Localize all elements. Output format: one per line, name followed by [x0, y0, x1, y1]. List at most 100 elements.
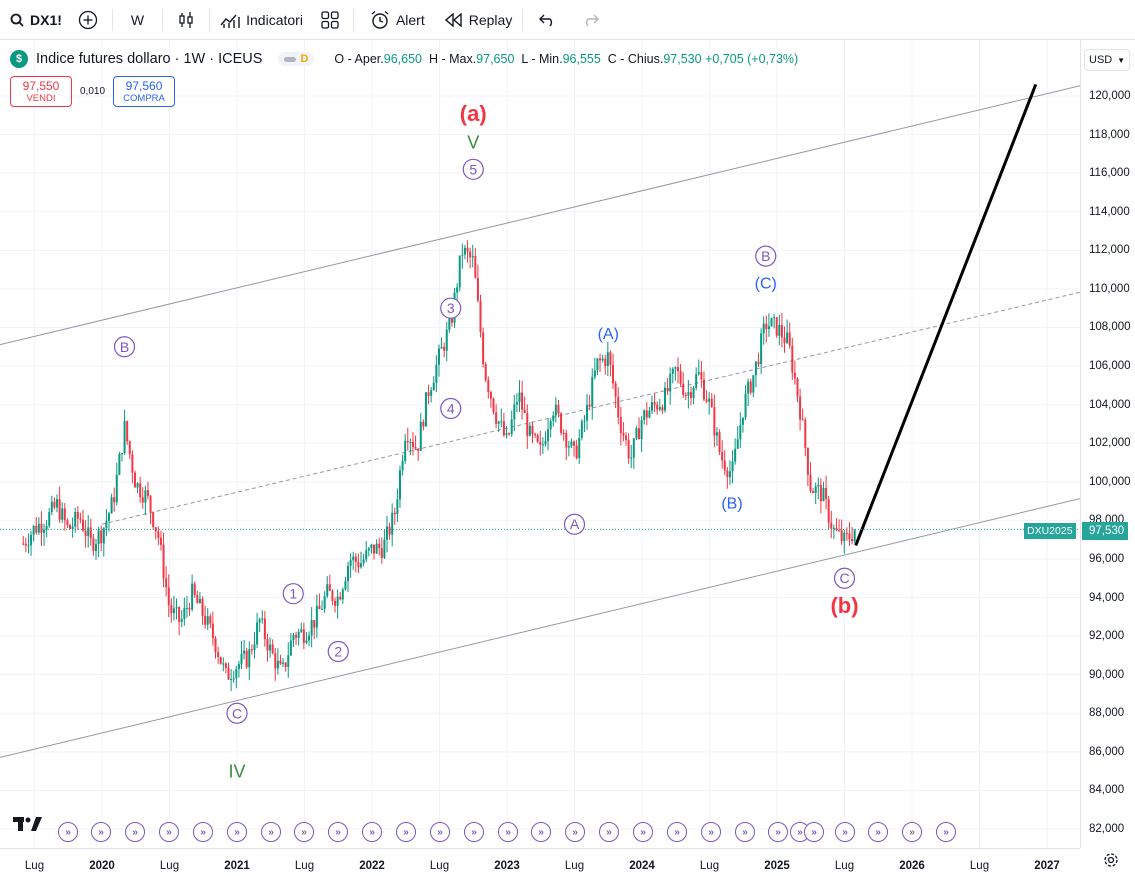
wave-label-(a)[interactable]: (a): [460, 101, 487, 126]
economic-event-icon[interactable]: »: [362, 822, 382, 842]
wave-label-A[interactable]: A: [570, 516, 580, 532]
trend-line-projection[interactable]: [854, 83, 1038, 546]
candle-body: [700, 372, 703, 380]
wave-label-B[interactable]: B: [120, 339, 129, 355]
price-tick-label: 120,000: [1089, 90, 1131, 102]
wave-label-(A)[interactable]: (A): [598, 326, 619, 343]
compare-button[interactable]: [78, 0, 112, 40]
symbol-search-button[interactable]: DX1!: [0, 0, 78, 40]
economic-event-icon[interactable]: »: [464, 822, 484, 842]
economic-event-icon[interactable]: »: [565, 822, 585, 842]
economic-event-icon[interactable]: »: [667, 822, 687, 842]
economic-event-icon[interactable]: »: [701, 822, 721, 842]
wave-label-(C)[interactable]: (C): [755, 276, 777, 293]
wave-label-C[interactable]: C: [232, 705, 242, 721]
wave-label-IV[interactable]: IV: [228, 761, 245, 781]
candle-body: [175, 607, 178, 609]
economic-event-icon[interactable]: »: [294, 822, 314, 842]
undo-button[interactable]: [523, 0, 569, 40]
economic-event-icon[interactable]: »: [804, 822, 824, 842]
redo-button[interactable]: [569, 0, 611, 40]
wave-label-2[interactable]: 2: [334, 644, 342, 660]
economic-event-icon[interactable]: »: [633, 822, 653, 842]
wave-label-circle[interactable]: [833, 567, 856, 589]
delayed-data-badge[interactable]: D: [278, 52, 315, 66]
candle-body: [235, 669, 238, 679]
low-value: 96,555: [562, 52, 601, 66]
legend-title[interactable]: Indice futures dollaro · 1W · ICEUS: [36, 51, 263, 67]
wave-label-circle[interactable]: [755, 245, 777, 267]
wave-label-circle[interactable]: [113, 336, 136, 358]
candle-body: [243, 650, 246, 654]
wave-label-circle[interactable]: [462, 158, 484, 180]
economic-event-icon[interactable]: »: [835, 822, 855, 842]
candle-body: [266, 638, 269, 651]
economic-event-icon[interactable]: »: [125, 822, 145, 842]
indicators-button[interactable]: Indicatori: [210, 0, 313, 40]
replay-button[interactable]: Replay: [435, 0, 523, 40]
economic-event-icon[interactable]: »: [430, 822, 450, 842]
wave-label-V[interactable]: V: [467, 133, 479, 153]
price-chart[interactable]: B C IV 1 2 3 4 5 V (a) (A) A (B) B (C) C (b): [0, 40, 1080, 848]
candle-body: [601, 358, 604, 361]
chart-type-button[interactable]: [163, 0, 209, 40]
wave-label-(B)[interactable]: (B): [721, 496, 742, 513]
candle-body: [69, 524, 72, 529]
wave-label-5[interactable]: 5: [469, 161, 477, 177]
economic-event-icon[interactable]: »: [531, 822, 551, 842]
wave-label-circle[interactable]: [563, 513, 586, 535]
economic-event-icon[interactable]: »: [159, 822, 179, 842]
candle-body: [463, 247, 466, 255]
candle-body: [380, 548, 383, 558]
wave-label-circle[interactable]: [226, 702, 248, 724]
economic-event-icon[interactable]: »: [498, 822, 518, 842]
economic-event-icon[interactable]: »: [328, 822, 348, 842]
economic-event-icon[interactable]: »: [227, 822, 247, 842]
currency-selector[interactable]: USD ▼: [1084, 49, 1130, 71]
economic-event-icon[interactable]: »: [735, 822, 755, 842]
wave-label-1[interactable]: 1: [289, 586, 297, 602]
economic-event-icon[interactable]: »: [599, 822, 619, 842]
interval-label: W: [130, 11, 145, 28]
economic-event-icon[interactable]: »: [261, 822, 281, 842]
time-tick-label: Lug: [429, 860, 450, 872]
wave-label-circle[interactable]: [282, 583, 304, 605]
candle-body: [409, 441, 412, 443]
axis-settings-button[interactable]: [1101, 852, 1121, 872]
delayed-flag: D: [300, 53, 309, 65]
candle-body: [695, 374, 698, 388]
candle-body: [565, 432, 568, 448]
trend-line-lower[interactable]: [0, 498, 1080, 758]
wave-label-circle[interactable]: [440, 297, 462, 319]
wave-label-3[interactable]: 3: [447, 300, 455, 316]
sell-button[interactable]: 97,550 VENDI: [10, 76, 72, 107]
trend-line-upper[interactable]: [0, 85, 1080, 346]
candle-body: [741, 417, 744, 425]
alert-button[interactable]: Alert: [354, 0, 435, 40]
wave-label-B[interactable]: B: [761, 248, 770, 264]
economic-event-icon[interactable]: »: [396, 822, 416, 842]
economic-event-icon[interactable]: »: [868, 822, 888, 842]
wave-label-4[interactable]: 4: [447, 400, 455, 416]
wave-label-circle[interactable]: [440, 397, 462, 420]
buy-button[interactable]: 97,560 COMPRA: [113, 76, 176, 107]
price-axis[interactable]: [1080, 40, 1135, 848]
candle-body: [105, 520, 108, 529]
economic-event-icon[interactable]: »: [58, 822, 78, 842]
economic-event-icon[interactable]: »: [193, 822, 213, 842]
economic-event-icon[interactable]: »: [902, 822, 922, 842]
candle-body: [554, 404, 557, 416]
candle-body: [676, 367, 679, 372]
wave-label-C[interactable]: C: [839, 570, 849, 586]
candle-body: [744, 393, 747, 418]
economic-event-icon[interactable]: »: [91, 822, 111, 842]
wave-label-(b)[interactable]: (b): [830, 593, 858, 618]
wave-label-circle[interactable]: [327, 640, 349, 663]
templates-button[interactable]: [313, 0, 353, 40]
economic-event-icon[interactable]: »: [936, 822, 956, 842]
tradingview-logo-icon[interactable]: [13, 815, 43, 838]
interval-button[interactable]: W: [113, 0, 162, 40]
candle-body: [461, 254, 464, 256]
time-axis[interactable]: [0, 848, 1080, 876]
economic-event-icon[interactable]: »: [768, 822, 788, 842]
